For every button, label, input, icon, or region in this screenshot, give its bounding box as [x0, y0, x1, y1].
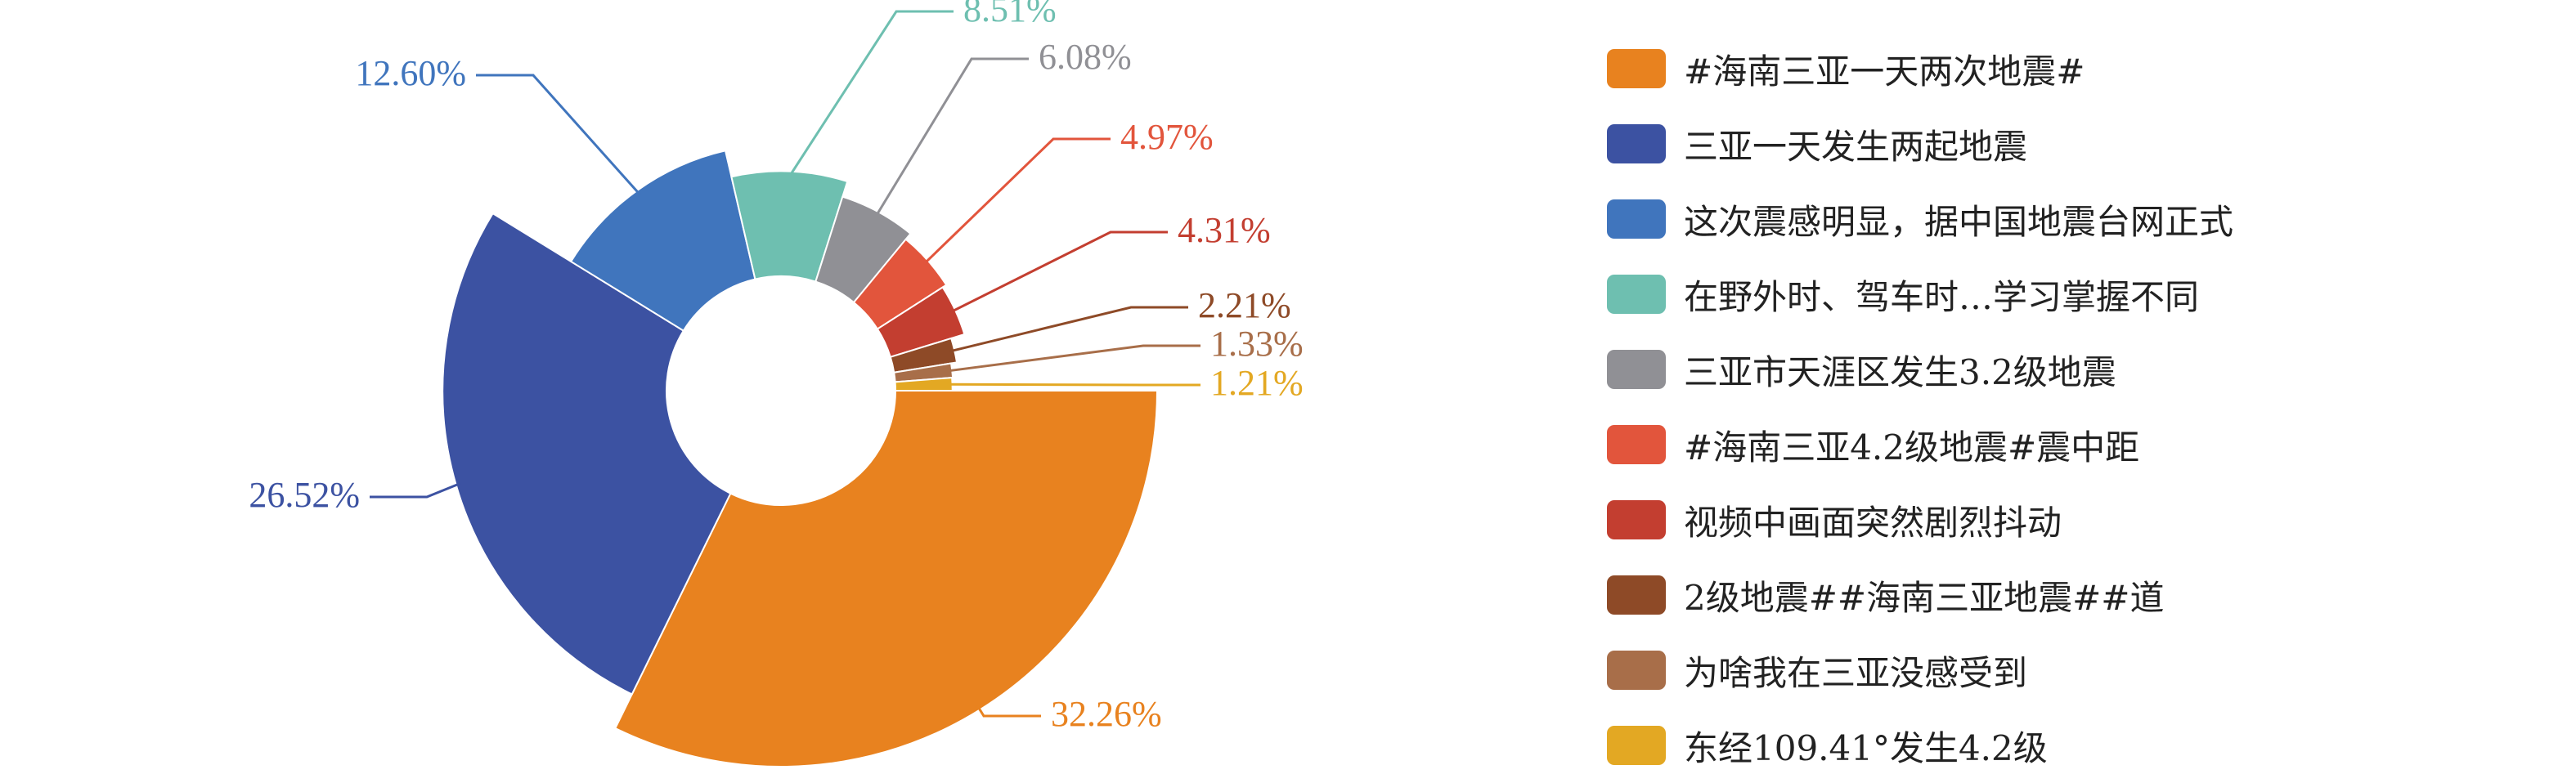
- legend-label: 为啥我在三亚没感受到: [1684, 652, 2028, 693]
- legend-swatch: [1607, 500, 1666, 539]
- legend-swatch: [1607, 275, 1666, 314]
- legend-swatch: [1607, 575, 1666, 615]
- legend-item: 东经109.41°发生4.2级: [1607, 708, 2547, 783]
- percent-label: 1.21%: [1210, 363, 1304, 403]
- legend-swatch: [1607, 726, 1666, 765]
- percent-label: 2.21%: [1198, 285, 1291, 325]
- legend-swatch: [1607, 651, 1666, 690]
- pie-slice: [730, 170, 849, 283]
- percent-labels-group: 32.26% 26.52% 12.60% 8.51% 6.08% 4.97% 4.31% 2.…: [249, 0, 1303, 734]
- legend-label: 在野外时、驾车时…学习掌握不同: [1684, 276, 2200, 317]
- pie-slice: [569, 150, 756, 333]
- legend-label: 三亚一天发生两起地震: [1684, 126, 2028, 167]
- leader-line: [976, 705, 1041, 718]
- legend-label: #海南三亚4.2级地震#震中距: [1684, 427, 2140, 468]
- percent-label: 6.08%: [1039, 37, 1132, 77]
- slices-group: [442, 150, 1159, 767]
- legend-swatch: [1607, 199, 1666, 239]
- leader-line: [476, 74, 641, 196]
- percent-label: 4.97%: [1120, 117, 1214, 157]
- leader-line: [949, 230, 1168, 314]
- legend-item: #海南三亚一天两次地震#: [1607, 31, 2547, 106]
- legend-label: #海南三亚一天两次地震#: [1684, 51, 2085, 92]
- legend-label: 三亚市天涯区发生3.2级地震: [1684, 351, 2116, 392]
- leader-line: [788, 10, 954, 177]
- legend-item: 视频中画面突然剧烈抖动: [1607, 482, 2547, 557]
- legend-swatch: [1607, 49, 1666, 88]
- percent-label: 26.52%: [249, 475, 360, 515]
- percent-label: 12.60%: [355, 53, 466, 93]
- pie-slice: [894, 376, 954, 392]
- legend-label: 东经109.41°发生4.2级: [1684, 727, 2048, 768]
- legend-swatch: [1607, 124, 1666, 163]
- leader-line: [874, 57, 1029, 217]
- percent-label: 32.26%: [1051, 694, 1162, 734]
- legend-item: 这次震感明显，据中国地震台网正式: [1607, 181, 2547, 257]
- leader-line: [949, 306, 1188, 353]
- legend-label: 这次震感明显，据中国地震台网正式: [1684, 201, 2234, 242]
- pie-slice: [815, 195, 912, 304]
- leader-line: [370, 481, 461, 499]
- percent-label: 1.33%: [1210, 324, 1304, 364]
- legend-item: 2级地震##海南三亚地震##道: [1607, 557, 2547, 633]
- leader-line: [947, 344, 1200, 373]
- legend-label: 视频中画面突然剧烈抖动: [1684, 502, 2062, 543]
- legend-swatch: [1607, 425, 1666, 464]
- legend-item: 三亚一天发生两起地震: [1607, 106, 2547, 181]
- legend: #海南三亚一天两次地震# 三亚一天发生两起地震这次震感明显，据中国地震台网正式 在野…: [1607, 31, 2547, 783]
- percent-label: 4.31%: [1178, 210, 1271, 250]
- leader-line: [947, 383, 1200, 387]
- leader-line: [923, 137, 1111, 265]
- legend-item: 三亚市天涯区发生3.2级地震: [1607, 332, 2547, 407]
- legend-item: 在野外时、驾车时…学习掌握不同: [1607, 257, 2547, 332]
- legend-swatch: [1607, 350, 1666, 389]
- pie-slice: [614, 390, 1159, 767]
- pie-slice: [442, 212, 732, 696]
- percent-label: 8.51%: [963, 0, 1057, 29]
- leader-lines-group: [370, 10, 1200, 718]
- legend-item: #海南三亚4.2级地震#震中距: [1607, 407, 2547, 482]
- legend-item: 为啥我在三亚没感受到: [1607, 633, 2547, 708]
- legend-label: 2级地震##海南三亚地震##道: [1684, 577, 2165, 618]
